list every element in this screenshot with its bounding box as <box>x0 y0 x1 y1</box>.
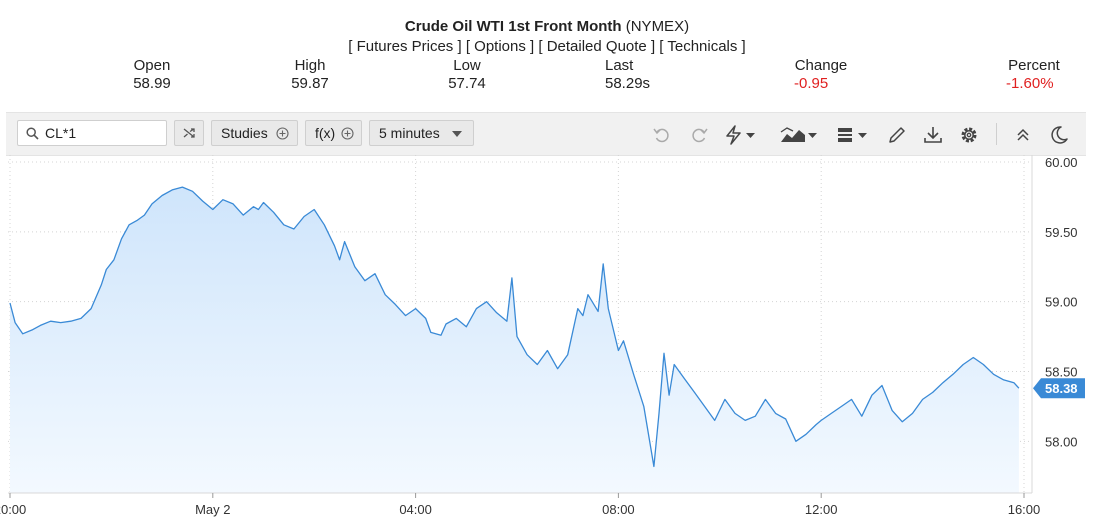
quote-low: Low 57.74 <box>437 57 497 93</box>
toolbar-separator <box>996 123 997 145</box>
add-circle-icon <box>276 127 289 140</box>
last-price-badge-shape <box>1033 378 1085 399</box>
quote-open-value: 58.99 <box>133 75 171 92</box>
quote-percent-label: Percent <box>1008 57 1060 74</box>
symbol-search-input[interactable]: CL*1 <box>17 120 167 146</box>
add-circle-icon <box>341 127 354 140</box>
last-price-label: 58.38 <box>1045 381 1078 396</box>
quote-change: Change -0.95 <box>786 57 856 93</box>
function-button[interactable]: f(x) <box>305 120 362 146</box>
quote-high: High 59.87 <box>280 57 340 93</box>
x-tick-label: 16:00 <box>1008 502 1041 517</box>
x-axis-ticks: 20:00 May 2 04:00 08:00 12:00 16:00 <box>0 493 1040 517</box>
y-axis-ticks: 60.00 59.50 59.00 58.50 58.00 <box>1045 155 1078 449</box>
chart-toolbar: CL*1 Studies f(x) 5 minutes <box>6 112 1086 156</box>
chart-type-icon[interactable] <box>780 125 820 145</box>
moon-icon[interactable] <box>1048 125 1070 145</box>
compare-button[interactable] <box>174 120 204 146</box>
quote-change-label: Change <box>794 57 848 74</box>
download-icon[interactable] <box>922 125 944 145</box>
interval-select[interactable]: 5 minutes <box>369 120 474 146</box>
y-tick-label: 58.00 <box>1045 434 1078 449</box>
y-tick-label: 60.00 <box>1045 155 1078 170</box>
studies-button[interactable]: Studies <box>211 120 298 146</box>
quote-percent-value: -1.60% <box>1006 75 1054 92</box>
collapse-icon[interactable] <box>1012 125 1034 145</box>
last-price-badge: 58.38 <box>1033 378 1085 399</box>
redo-icon[interactable] <box>688 125 710 145</box>
quote-open-label: Open <box>133 57 171 74</box>
price-line <box>9 186 1020 468</box>
x-tick-label: 08:00 <box>602 502 635 517</box>
technicals-link[interactable]: [ Technicals ] <box>659 38 746 55</box>
y-tick-label: 59.00 <box>1045 295 1078 310</box>
instrument-title: Crude Oil WTI 1st Front Month (NYMEX) <box>0 18 1094 35</box>
search-icon <box>26 127 39 140</box>
studies-label: Studies <box>221 125 268 141</box>
exchange-name: (NYMEX) <box>625 18 690 35</box>
x-tick-label: 04:00 <box>399 502 432 517</box>
quote-percent: Percent -1.60% <box>996 57 1072 93</box>
instrument-name: Crude Oil WTI 1st Front Month <box>404 18 622 35</box>
quote-last-value: 58.29s <box>605 75 651 92</box>
quote-high-label: High <box>294 57 326 74</box>
quote-links: [ Futures Prices ] [ Options ] [ Detaile… <box>0 38 1094 55</box>
function-label: f(x) <box>315 125 336 141</box>
undo-icon[interactable] <box>651 125 673 145</box>
options-link[interactable]: [ Options ] <box>465 38 535 55</box>
pencil-icon[interactable] <box>886 125 908 145</box>
lightning-icon[interactable] <box>724 125 760 145</box>
shuffle-icon <box>183 128 195 138</box>
quote-low-value: 57.74 <box>448 75 486 92</box>
quote-high-value: 59.87 <box>291 75 329 92</box>
interval-value: 5 minutes <box>379 125 440 141</box>
symbol-value: CL*1 <box>45 125 77 141</box>
quote-last-label: Last <box>605 57 634 74</box>
futures-prices-link[interactable]: [ Futures Prices ] <box>348 38 462 55</box>
x-tick-label: 12:00 <box>805 502 838 517</box>
gear-icon[interactable] <box>958 125 980 145</box>
y-tick-label: 58.50 <box>1045 364 1078 379</box>
quote-low-label: Low <box>453 57 481 74</box>
x-tick-label: May 2 <box>195 502 230 517</box>
quote-change-value: -0.95 <box>794 75 829 92</box>
quote-last: Last 58.29s <box>598 57 660 93</box>
quote-open: Open 58.99 <box>122 57 182 93</box>
detailed-quote-link[interactable]: [ Detailed Quote ] <box>538 38 656 55</box>
price-area <box>10 187 1019 493</box>
chevron-down-icon <box>452 131 462 137</box>
y-tick-label: 59.50 <box>1045 225 1078 240</box>
layout-icon[interactable] <box>836 125 874 145</box>
x-tick-label: 20:00 <box>0 502 26 517</box>
